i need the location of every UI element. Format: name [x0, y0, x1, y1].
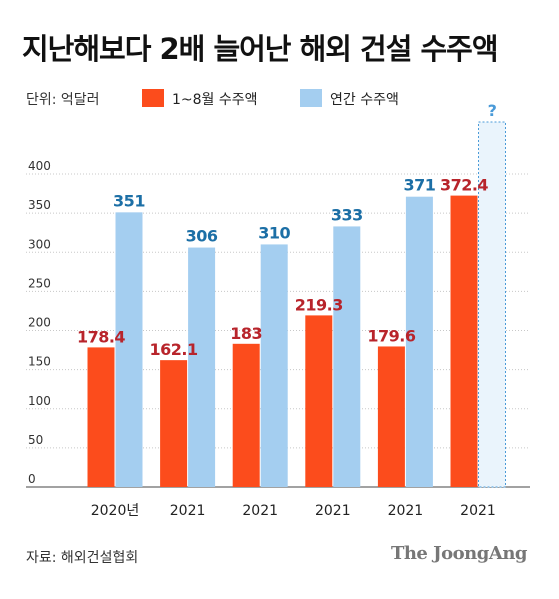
x-tick-label: 2021: [170, 503, 206, 519]
y-tick-label: 200: [28, 316, 51, 330]
legend-label-series2: 연간 수주액: [330, 92, 399, 108]
data-label-series1: 183: [230, 324, 262, 343]
x-tick-label: 2021: [242, 503, 278, 519]
y-tick-label: 150: [28, 355, 51, 369]
y-tick-label: 50: [28, 433, 43, 447]
source-text: 자료: 해외건설협회: [26, 550, 139, 566]
y-tick-label: 0: [28, 472, 36, 486]
y-tick-label: 250: [28, 276, 51, 290]
bar-series2: [115, 212, 143, 487]
y-tick-label: 400: [28, 159, 51, 173]
bar-series1: [377, 346, 405, 487]
unit-label: 단위: 억달러: [26, 92, 100, 108]
data-label-series1: 178.4: [77, 327, 125, 346]
data-label-series2: ?: [488, 101, 497, 120]
data-label-series2: 306: [186, 227, 218, 246]
bar-series2: [405, 196, 433, 487]
bar-series1: [305, 315, 333, 487]
x-tick-label: 2021: [388, 503, 424, 519]
x-tick-label: 2021: [460, 503, 496, 519]
data-label-series1: 372.4: [440, 176, 488, 195]
y-tick-label: 350: [28, 198, 51, 212]
legend-label-series1: 1~8월 수주액: [172, 92, 258, 108]
bar-series1: [450, 195, 478, 488]
data-label-series1: 162.1: [150, 340, 198, 359]
bar-series2: [333, 226, 361, 488]
y-tick-label: 100: [28, 394, 51, 408]
data-label-series2: 310: [258, 223, 290, 242]
legend-swatch-series1: [142, 89, 164, 107]
y-tick-label: 300: [28, 237, 51, 251]
bar-series1: [87, 347, 115, 487]
data-label-series1: 179.6: [367, 326, 415, 345]
x-tick-label: 2020년: [91, 503, 140, 519]
chart-title: 지난해보다 2배 늘어난 해외 건설 수주액: [22, 32, 499, 66]
data-label-series2: 351: [113, 191, 145, 210]
data-label-series1: 219.3: [295, 295, 343, 314]
brand-logo: The JoongAng: [390, 543, 528, 564]
bar-series2-pending: [478, 121, 506, 488]
bar-series1: [232, 343, 260, 487]
bar-series1: [160, 360, 188, 487]
x-tick-label: 2021: [315, 503, 351, 519]
bar-series2: [260, 244, 288, 487]
data-label-series2: 333: [331, 205, 363, 224]
legend-swatch-series2: [300, 89, 322, 107]
data-label-series2: 371: [403, 176, 435, 195]
bar-series2: [188, 247, 216, 487]
